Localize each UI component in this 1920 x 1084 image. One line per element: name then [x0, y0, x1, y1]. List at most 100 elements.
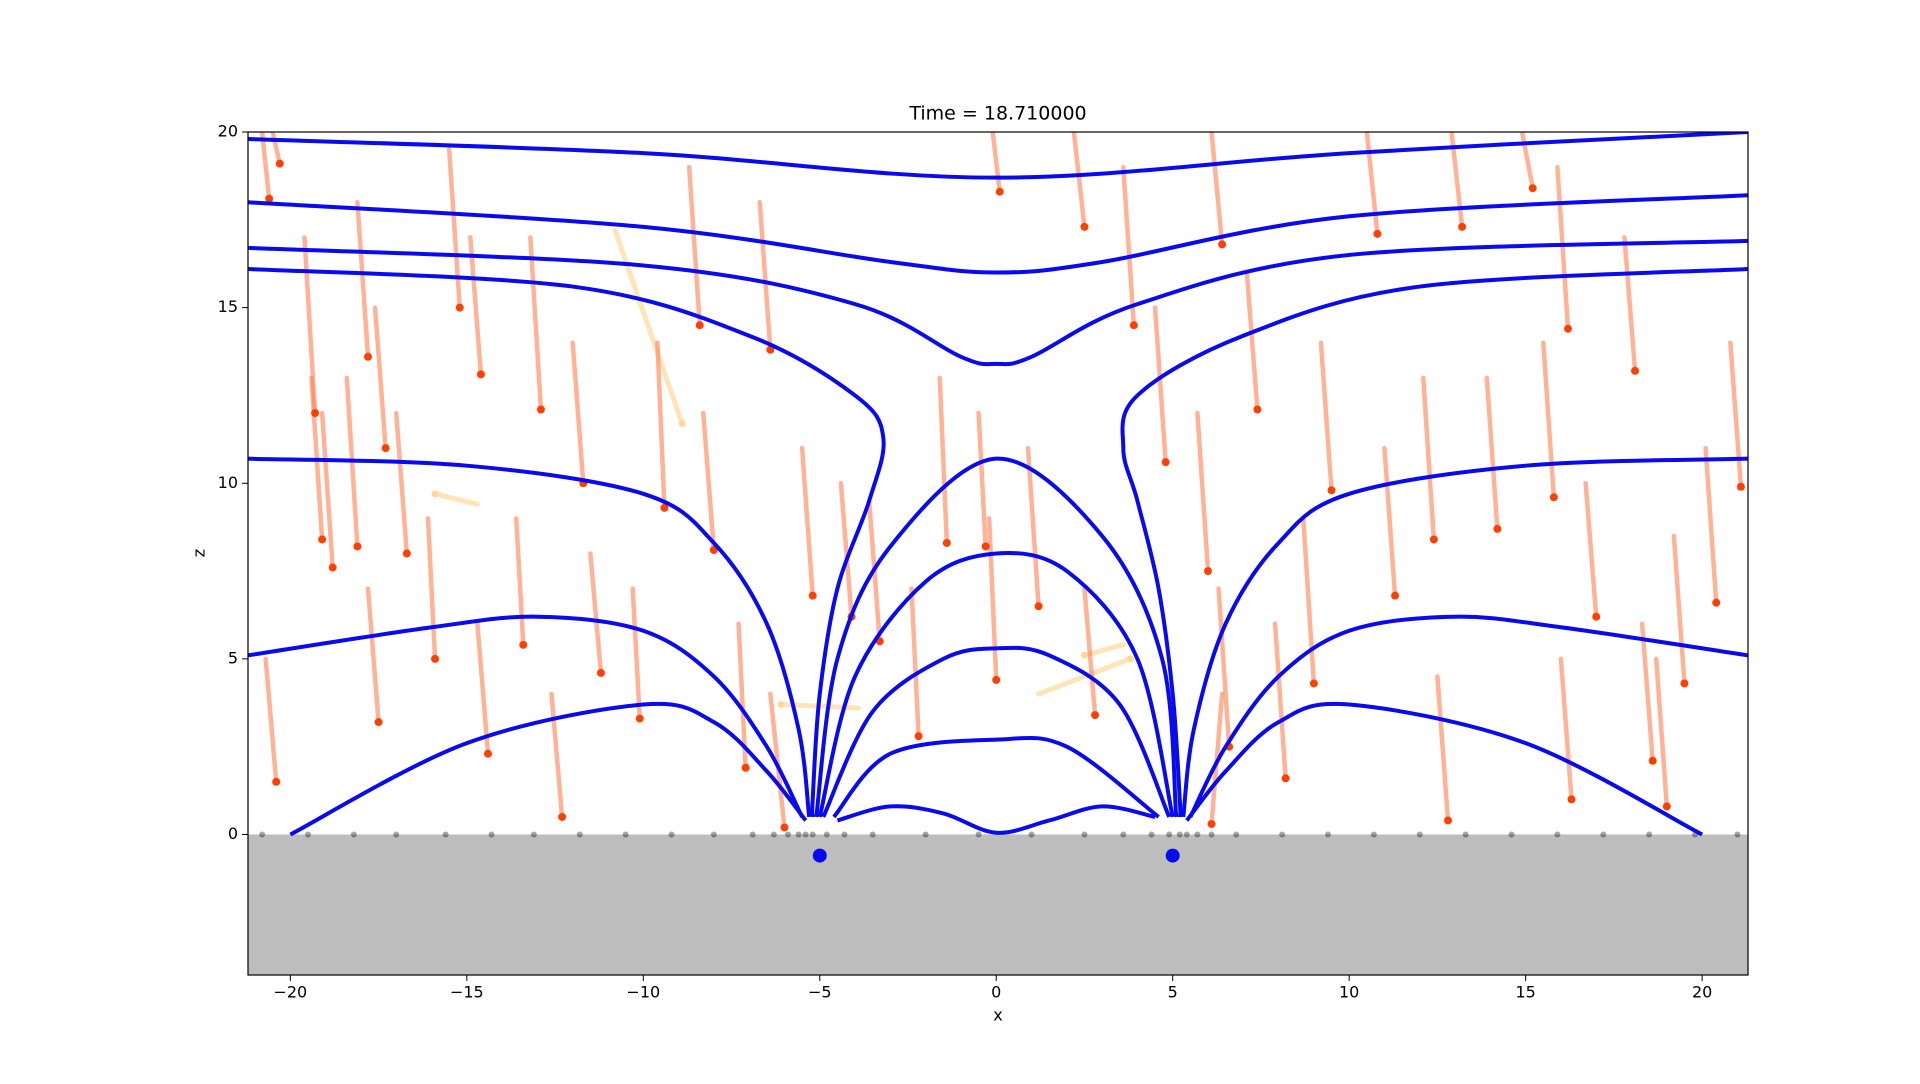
- particle: [766, 345, 775, 354]
- x-tick-label: −20: [273, 983, 307, 1002]
- particle: [431, 490, 439, 498]
- particle: [374, 718, 383, 727]
- particle: [275, 159, 284, 168]
- deposited-particle: [1208, 831, 1215, 838]
- x-axis-label: x: [993, 1006, 1002, 1025]
- particle-trail: [549, 691, 565, 820]
- source: [812, 848, 827, 863]
- particle: [777, 701, 785, 709]
- particle: [1126, 655, 1134, 663]
- deposited-particle: [1233, 831, 1240, 838]
- deposited-particle: [770, 831, 777, 838]
- particle-trail: [1272, 621, 1288, 781]
- particle: [992, 675, 1001, 684]
- field-line: [832, 735, 1160, 819]
- deposited-particle: [1166, 831, 1173, 838]
- particle: [1429, 535, 1438, 544]
- particle-trail: [365, 586, 381, 725]
- particle-trail: [1195, 410, 1211, 574]
- particle: [1218, 240, 1227, 249]
- particle: [431, 654, 440, 663]
- y-tick-label: 15: [218, 297, 238, 316]
- particle-trail: [990, 132, 1003, 194]
- deposited-particle: [305, 831, 311, 838]
- particle-trail: [768, 691, 787, 830]
- particle: [1373, 229, 1382, 238]
- particle-trail: [259, 132, 272, 201]
- particle-trail: [393, 410, 410, 556]
- x-tick-label: 20: [1692, 983, 1712, 1002]
- particle: [519, 640, 528, 649]
- particle-trail: [799, 445, 815, 598]
- particle: [265, 194, 274, 203]
- particle-trail: [909, 586, 921, 739]
- particle-trail: [1382, 445, 1398, 598]
- particle-trail: [1121, 164, 1137, 328]
- deposited-particle: [1194, 831, 1201, 838]
- particle: [1631, 366, 1640, 375]
- particle-trail: [1216, 586, 1232, 749]
- particle-trail: [1435, 674, 1451, 823]
- field-line: [248, 132, 1748, 180]
- x-tick-label: −10: [626, 983, 660, 1002]
- field-line: [248, 266, 886, 818]
- particle-trail: [1558, 656, 1574, 802]
- deposited-particle: [393, 831, 400, 838]
- particle: [1648, 756, 1657, 765]
- particle: [914, 732, 923, 741]
- particle: [1129, 321, 1138, 330]
- deposited-particle: [785, 831, 791, 838]
- particle: [272, 777, 281, 786]
- y-tick-label: 10: [218, 473, 238, 492]
- particle-trail: [570, 340, 586, 486]
- deposited-particle: [530, 831, 537, 838]
- particle: [1281, 774, 1290, 783]
- ground: [248, 834, 1748, 975]
- particle-trail: [1541, 340, 1557, 500]
- particle-trail: [355, 200, 371, 360]
- particle: [318, 535, 327, 544]
- deposited-particle: [922, 831, 929, 838]
- particle: [558, 812, 567, 821]
- deposited-particle: [1176, 831, 1183, 838]
- particle-trail: [270, 132, 283, 166]
- deposited-particle: [1120, 831, 1127, 838]
- field-line: [289, 701, 808, 837]
- deposited-particle: [1325, 831, 1331, 838]
- particle-trail: [976, 410, 988, 549]
- particle-trail: [1036, 656, 1133, 697]
- deposited-particle: [622, 831, 629, 838]
- deposited-particle: [350, 831, 357, 838]
- particle: [808, 591, 817, 600]
- field-line: [1181, 456, 1748, 818]
- particle: [1458, 222, 1467, 231]
- field-line: [1120, 266, 1748, 818]
- particle-trail: [686, 164, 703, 328]
- particle: [1161, 458, 1170, 467]
- particle: [1091, 711, 1100, 720]
- deposited-particle: [576, 831, 583, 838]
- deposited-particle: [1081, 831, 1088, 838]
- particle-trail: [425, 516, 438, 662]
- particle-trail: [475, 621, 491, 756]
- particle-trail: [757, 200, 773, 353]
- particle: [1662, 802, 1671, 811]
- deposited-particle: [1508, 831, 1515, 838]
- x-tick-label: 5: [1168, 983, 1178, 1002]
- deposited-particle: [1734, 831, 1741, 838]
- particle: [311, 409, 320, 417]
- particle: [1034, 602, 1043, 611]
- source: [1165, 848, 1180, 863]
- deposited-particle: [795, 831, 802, 838]
- field-line: [1185, 701, 1704, 837]
- particle-trail: [1244, 270, 1260, 412]
- particle-trail: [1301, 516, 1317, 686]
- deposited-particle: [259, 831, 266, 838]
- particle-trail: [630, 586, 643, 721]
- deposited-particle: [1554, 831, 1561, 838]
- particle: [678, 420, 686, 428]
- particle-trail: [1519, 132, 1535, 191]
- particle: [402, 549, 411, 558]
- field-line: [814, 456, 1179, 818]
- plot-area: [248, 132, 1748, 975]
